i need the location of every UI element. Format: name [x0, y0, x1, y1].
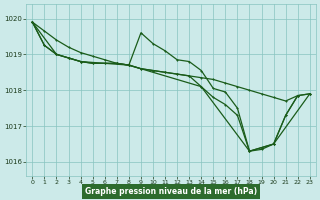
X-axis label: Graphe pression niveau de la mer (hPa): Graphe pression niveau de la mer (hPa)	[85, 187, 257, 196]
